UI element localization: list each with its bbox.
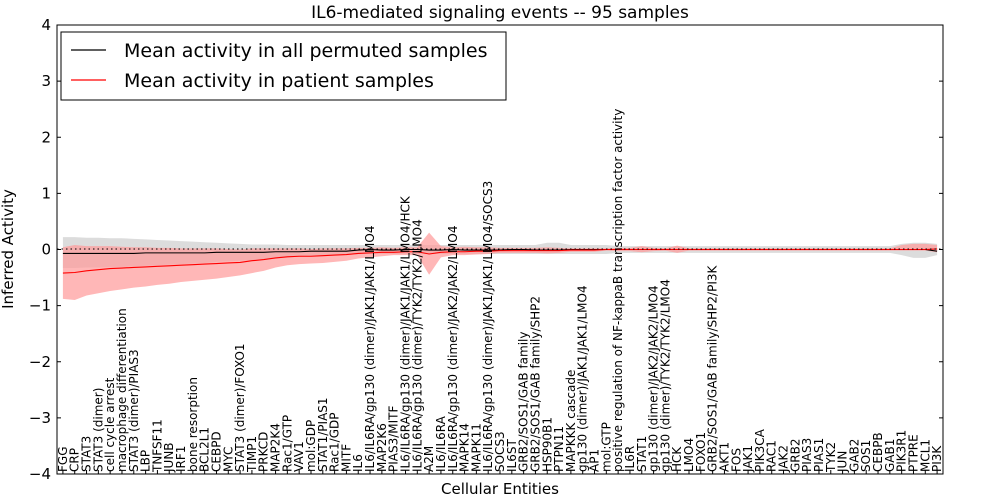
x-tick-label: GAB1 [883, 439, 897, 472]
x-tick-label: gp130 (dimer)/JAK2/JAK2/LMO4 [647, 285, 661, 472]
x-tick-label: IL6/IL6RA/gp130 (dimer)/JAK1/JAK1/LMO4/H… [398, 195, 412, 472]
x-tick-label: PIAS3/MITF [387, 405, 401, 472]
y-tick-label: −1 [29, 297, 51, 315]
x-tick-label: Rac1/GDP [328, 413, 342, 472]
x-tick-label: FOXO1 [694, 432, 708, 472]
x-tick-label: IL6/IL6RA [434, 415, 448, 472]
legend: Mean activity in all permuted samples Me… [60, 31, 507, 101]
x-tick-label: TNFSF11 [150, 419, 164, 473]
x-tick-label: CEBPD [209, 431, 223, 472]
x-tick-label: AKT1 [717, 442, 731, 472]
x-tick-label: PIK3R1 [895, 430, 909, 472]
x-tick-label: bone resorption [186, 377, 200, 472]
x-tick-label: macrophage differentiation [115, 308, 129, 472]
x-tick-label: BCL2L1 [198, 427, 212, 472]
y-tick-label: −3 [29, 409, 51, 427]
x-tick-label: RAC1 [765, 440, 779, 472]
x-tick-label: MYC [221, 447, 235, 472]
x-tick-label: STAT3 [80, 436, 94, 472]
x-tick-label: IRF1 [174, 446, 188, 472]
x-tick-label: MAPK14 [458, 423, 472, 472]
x-tick-label: PRKCD [257, 432, 271, 472]
x-tick-label: PIAS3 [800, 438, 814, 472]
x-tick-label: MAPKKK cascade [564, 370, 578, 472]
x-tick-label: GRB2 [788, 438, 802, 472]
x-tick-label: CRP [68, 448, 82, 472]
x-tick-label: MAPK11 [469, 423, 483, 472]
x-tick-label: TYK2 [824, 442, 838, 473]
x-tick-label: STAT3 (dimer)/FOXO1 [233, 343, 247, 472]
x-tick-label: STAT1 [635, 436, 649, 472]
x-tick-label: VAV1 [292, 441, 306, 472]
x-tick-label: GRB2/SOS1/GAB family [517, 332, 531, 473]
x-tick-label: IL6/IL6RA/gp130 (dimer)/TYK2/TYK2/LMO4 [410, 219, 424, 472]
y-tick-label: 1 [41, 184, 51, 202]
x-tick-label: SOS1 [859, 440, 873, 472]
y-tick-label: 3 [41, 72, 51, 90]
x-tick-label: MAP2K4 [269, 423, 283, 472]
x-tick-label: mol:GTP [599, 422, 613, 472]
x-tick-label: A2M [422, 446, 436, 472]
x-tick-label: JAK1 [741, 445, 755, 473]
x-tick-label: gp130 (dimer)/TYK2/TYK2/LMO4 [658, 279, 672, 472]
x-tick-label: MAP2K6 [375, 423, 389, 472]
x-tick-label: gp130 (dimer)/JAK1/JAK1/LMO4 [576, 285, 590, 472]
x-tick-label: GRB2/SOS1/GAB family/SHP2 [528, 296, 542, 472]
x-axis-label: Cellular Entities [441, 480, 559, 498]
x-tick-label: GAB2 [847, 439, 861, 472]
chart-title: IL6-mediated signaling events -- 95 samp… [311, 3, 689, 23]
x-tick-label: LBP [139, 450, 153, 472]
x-tick-label: MCL1 [918, 439, 932, 472]
x-tick-label: FGG [56, 447, 70, 473]
legend-label-permuted: Mean activity in all permuted samples [124, 40, 487, 62]
x-tick-label: PTPN11 [552, 426, 566, 472]
y-tick-label: 0 [41, 241, 51, 259]
x-tick-label: IL6ST [505, 439, 519, 472]
y-axis-label: Inferred Activity [0, 189, 17, 309]
x-tick-label: PTPRE [906, 434, 920, 472]
x-tick-label: FOS [729, 448, 743, 472]
x-tick-label: JUNB [162, 442, 176, 473]
x-tick-label: IL6/IL6RA/gp130 (dimer)/JAK2/JAK2/LMO4 [446, 226, 460, 472]
x-tick-label: AP1 [588, 449, 602, 472]
x-tick-label: TIMP1 [245, 436, 259, 473]
x-tick-label: cell cycle arrest [103, 377, 117, 472]
y-tick-label: −2 [29, 353, 51, 371]
x-tick-label: GRB2/SOS1/GAB family/SHP2/PI3K [706, 264, 720, 472]
x-tick-label: STAT1/PIAS1 [316, 397, 330, 472]
x-tick-label: SOCS3 [493, 431, 507, 472]
x-tick-label: IL6/IL6RA/gp130 (dimer)/JAK1/JAK1/LMO4 [363, 226, 377, 472]
x-tick-label: IL6R [623, 446, 637, 472]
x-tick-label: PIK3CA [753, 428, 767, 472]
x-tick-label: CEBPB [871, 432, 885, 472]
confidence-bands [62, 232, 938, 301]
x-tick-label: IL6/IL6RA/gp130 (dimer)/JAK1/JAK1/LMO4/S… [481, 181, 495, 472]
x-tick-label: PI3K [930, 445, 944, 472]
legend-box [60, 31, 507, 101]
x-tick-label: JUN [836, 451, 850, 473]
y-tick-label: −4 [29, 465, 51, 483]
x-tick-label: STAT3 (dimer)/PIAS3 [127, 349, 141, 472]
legend-label-patient: Mean activity in patient samples [124, 70, 434, 92]
x-tick-label: HCK [670, 446, 684, 472]
x-tick-label: IL6 [351, 454, 365, 472]
y-tick-label: 4 [41, 16, 51, 34]
x-tick-label: PIAS1 [812, 438, 826, 472]
x-tick-label: HSP90B1 [540, 417, 554, 472]
x-tick-label: LMO4 [682, 438, 696, 472]
x-tick-label: Rac1/GTP [280, 415, 294, 472]
x-tick-label: mol:GDP [304, 420, 318, 472]
x-tick-label: JAK2 [777, 445, 791, 473]
y-tick-label: 2 [41, 128, 51, 146]
y-axis: −4 −3 −2 −1 0 1 2 3 4 [29, 16, 943, 483]
x-tick-label: positive regulation of NF-kappaB transcr… [611, 109, 625, 472]
x-tick-label: MITF [339, 444, 353, 472]
x-tick-label: STAT3 (dimer) [91, 388, 105, 472]
